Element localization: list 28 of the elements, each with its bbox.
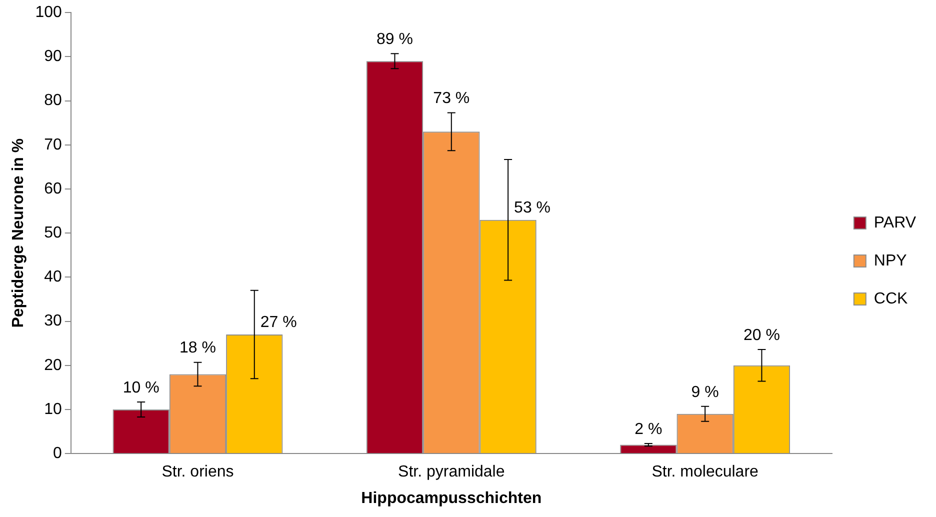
y-tick-label: 100 (35, 4, 62, 22)
data-label: 9 % (691, 384, 719, 401)
y-tick-label: 0 (52, 445, 62, 462)
data-label: 53 % (514, 199, 551, 216)
data-label: 18 % (179, 340, 216, 357)
y-tick-label: 10 (44, 400, 62, 418)
y-tick-label: 60 (44, 180, 62, 198)
data-label: 2 % (634, 420, 662, 438)
y-tick-label: 40 (44, 268, 62, 286)
x-tick-label: Str. moleculare (652, 464, 759, 481)
y-tick-label: 20 (44, 356, 62, 374)
data-label: 89 % (376, 31, 413, 48)
x-tick-label: Str. oriens (162, 464, 234, 481)
data-label: 27 % (260, 314, 297, 331)
legend-label: PARV (874, 214, 916, 232)
x-tick-label: Str. pyramidale (398, 464, 505, 481)
y-tick-label: 70 (44, 136, 62, 154)
x-axis-title: Hippocampusschichten (361, 490, 542, 507)
y-axis-title: Peptiderge Neurone in % (10, 138, 28, 328)
data-label: 20 % (743, 326, 780, 344)
y-tick-label: 30 (44, 312, 62, 330)
y-tick-label: 90 (44, 48, 62, 66)
y-tick-label: 80 (44, 92, 62, 110)
y-tick-label: 50 (44, 224, 62, 242)
legend-label: CCK (874, 290, 908, 308)
legend-label: NPY (874, 252, 908, 270)
data-label: 10 % (122, 379, 160, 396)
data-label: 73 % (433, 90, 470, 108)
